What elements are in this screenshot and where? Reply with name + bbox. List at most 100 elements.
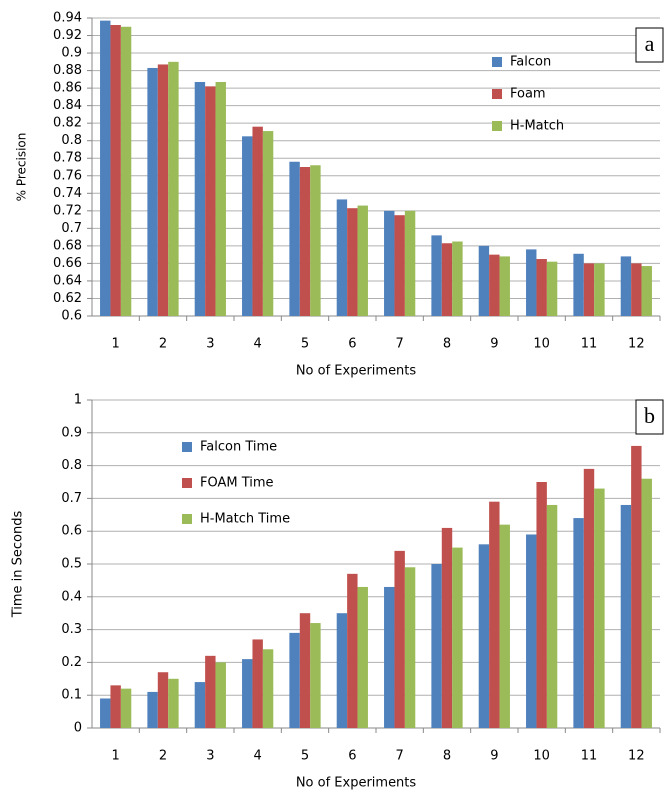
- bar: [489, 501, 500, 728]
- y-tick-label: 0.84: [53, 98, 82, 113]
- bar: [489, 254, 500, 316]
- bar: [384, 586, 395, 728]
- x-tick-label: 7: [396, 749, 404, 764]
- panel-label: b: [644, 403, 655, 428]
- bar: [573, 253, 584, 316]
- bar: [478, 245, 490, 316]
- bar: [242, 136, 253, 316]
- y-tick-label: 0: [74, 721, 82, 736]
- x-tick-label: 5: [301, 749, 309, 764]
- x-tick-label: 8: [443, 749, 451, 764]
- x-axis-title: No of Experiments: [296, 776, 417, 791]
- y-tick-label: 0.3: [61, 622, 82, 637]
- bar: [100, 20, 111, 316]
- x-tick-label: 4: [254, 337, 262, 352]
- x-tick-label: 2: [159, 337, 167, 352]
- bar: [194, 81, 206, 316]
- bar: [441, 527, 453, 728]
- bar: [168, 61, 179, 316]
- y-tick-label: 0.68: [53, 238, 82, 253]
- bar: [110, 685, 121, 728]
- legend-swatch: [492, 57, 502, 67]
- bar: [194, 682, 206, 728]
- x-tick-label: 1: [112, 337, 120, 352]
- bar: [147, 67, 158, 316]
- legend-label: H-Match: [510, 119, 564, 134]
- bar: [631, 445, 642, 728]
- bar: [404, 567, 416, 728]
- x-tick-label: 6: [348, 749, 356, 764]
- y-tick-label: 0.9: [61, 425, 82, 440]
- x-tick-label: 11: [581, 749, 598, 764]
- bar: [262, 649, 274, 728]
- bar: [357, 205, 368, 316]
- y-tick-label: 0.8: [61, 133, 82, 148]
- y-tick-label: 0.4: [61, 589, 82, 604]
- legend-swatch: [182, 514, 192, 524]
- bar: [252, 126, 263, 317]
- bar: [631, 263, 642, 316]
- bar: [242, 659, 253, 728]
- y-tick-label: 0.8: [61, 458, 82, 473]
- bar: [394, 550, 405, 728]
- x-tick-label: 3: [206, 337, 214, 352]
- panel-box: [635, 399, 664, 435]
- legend-label: H-Match Time: [200, 512, 290, 527]
- bar: [499, 524, 510, 728]
- panel-label: a: [645, 31, 655, 56]
- x-tick-label: 12: [628, 337, 645, 352]
- legend-swatch: [182, 442, 192, 452]
- bar: [336, 613, 348, 728]
- x-tick-label: 4: [254, 749, 262, 764]
- bar: [431, 235, 442, 316]
- legend-swatch: [492, 121, 502, 131]
- x-tick-label: 7: [396, 337, 404, 352]
- bar: [404, 210, 416, 316]
- legend-swatch: [182, 478, 192, 488]
- y-tick-label: 0.1: [61, 688, 82, 703]
- bar: [336, 199, 348, 316]
- y-tick-label: 0.86: [53, 81, 82, 96]
- y-tick-label: 0.76: [53, 168, 82, 183]
- bar: [357, 586, 368, 728]
- bar: [594, 263, 605, 316]
- bar: [120, 26, 132, 316]
- bar: [347, 208, 358, 316]
- y-tick-label: 0.6: [61, 524, 82, 539]
- bar: [583, 263, 595, 316]
- bar: [478, 544, 490, 728]
- bar: [205, 655, 216, 728]
- bar: [299, 613, 311, 728]
- y-axis-title: % Precision: [15, 133, 29, 202]
- bar: [310, 165, 321, 316]
- bar: [289, 632, 300, 728]
- bar: [100, 698, 111, 728]
- x-tick-label: 1: [112, 749, 120, 764]
- bar: [215, 81, 226, 316]
- bar: [536, 482, 547, 728]
- bar: [215, 662, 226, 728]
- x-axis-title: No of Experiments: [296, 364, 417, 379]
- y-tick-label: 1: [74, 393, 82, 408]
- bar: [441, 243, 453, 316]
- bar: [526, 249, 537, 316]
- y-tick-label: 0.72: [53, 203, 82, 218]
- bar: [641, 266, 652, 316]
- x-tick-label: 12: [628, 749, 645, 764]
- y-tick-label: 0.92: [53, 28, 82, 43]
- bar: [310, 623, 321, 728]
- legend-label: Foam: [510, 87, 546, 102]
- bar: [289, 161, 300, 316]
- y-tick-label: 0.7: [61, 221, 82, 236]
- bar: [168, 678, 179, 728]
- bar: [641, 478, 652, 728]
- bar: [394, 215, 405, 316]
- bar: [299, 167, 311, 316]
- bar: [620, 256, 632, 316]
- y-axis-title: Time in Seconds: [11, 511, 26, 619]
- y-tick-label: 0.88: [53, 63, 82, 78]
- bar: [526, 534, 537, 728]
- x-tick-label: 5: [301, 337, 309, 352]
- bar: [347, 573, 358, 728]
